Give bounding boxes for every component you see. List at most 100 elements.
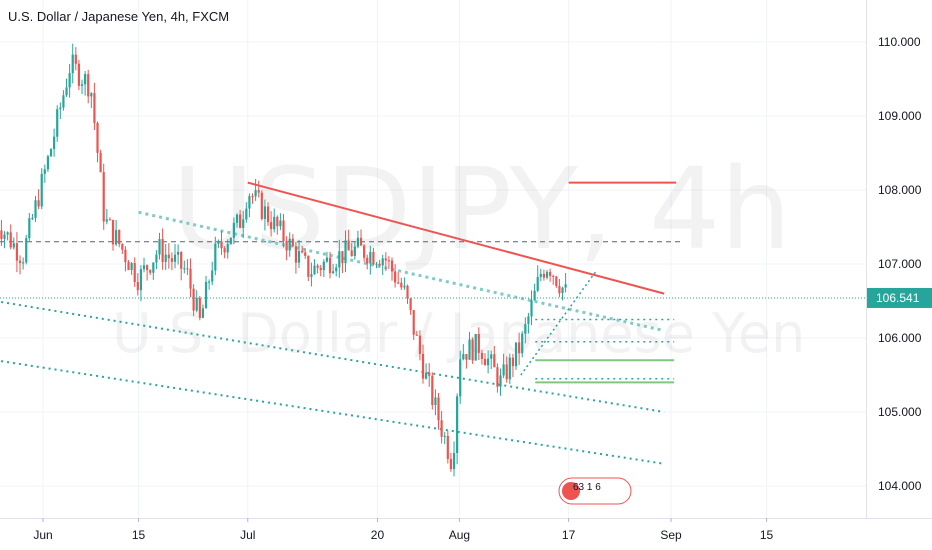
candle-body	[440, 420, 443, 437]
candle-body	[214, 243, 217, 271]
candle-body	[356, 237, 360, 247]
candle-body	[549, 271, 552, 276]
candle-body	[56, 109, 59, 137]
candle-body	[474, 333, 477, 361]
candle-body	[62, 95, 65, 108]
candle-body	[496, 367, 499, 387]
candle-body	[40, 173, 43, 207]
watermark-name: U.S. Dollar / Japanese Yen	[112, 302, 805, 365]
candle-body	[198, 298, 201, 318]
candle-body	[87, 74, 90, 97]
candle-body	[471, 339, 474, 361]
candle-body	[291, 238, 294, 247]
candle-body	[425, 372, 428, 379]
candle-body	[428, 372, 431, 376]
candle-body	[49, 149, 53, 157]
candle-body	[369, 251, 372, 264]
candle-body	[71, 54, 74, 74]
candle-body	[266, 206, 270, 223]
candle-body	[505, 364, 508, 380]
candle-body	[412, 310, 415, 335]
candle-body	[115, 230, 118, 245]
candle-body	[31, 217, 34, 219]
time-axis[interactable]: Jun 15 Jul 20 Aug 17 Sep 15	[0, 518, 932, 542]
candle-body	[254, 190, 257, 197]
candle-body	[400, 282, 403, 288]
candle-body	[530, 300, 533, 317]
candle-body	[310, 274, 313, 277]
time-tick-label: 20	[371, 528, 385, 542]
candle-body	[189, 268, 192, 289]
candle-body	[301, 251, 304, 253]
candle-body	[322, 261, 325, 271]
candle-body	[90, 93, 93, 97]
candle-body	[12, 243, 15, 248]
candle-body	[490, 354, 493, 359]
candle-body	[220, 241, 223, 249]
candle-body	[350, 250, 353, 257]
candle-body	[483, 358, 487, 366]
candle-body	[173, 254, 177, 262]
candle-body	[142, 265, 146, 270]
time-tick-label: 17	[562, 528, 576, 542]
candle-body	[217, 241, 220, 244]
candle-body	[273, 216, 276, 230]
candle-body	[223, 248, 226, 253]
candle-body	[446, 435, 449, 459]
events-badge[interactable]: 63 1 6	[558, 477, 632, 505]
candle-body	[493, 354, 496, 368]
candle-body	[68, 73, 71, 88]
time-tick-label: Sep	[660, 528, 682, 542]
drawing-annotations[interactable]	[0, 181, 682, 465]
candle-body	[338, 251, 341, 268]
candle-body	[363, 245, 366, 258]
candle-body	[297, 251, 301, 263]
candle-body	[518, 342, 521, 354]
candle-body	[527, 316, 530, 324]
candle-body	[394, 271, 397, 283]
candle-body	[211, 270, 214, 282]
candle-body	[186, 268, 189, 270]
candle-body	[521, 333, 524, 354]
candle-body	[375, 263, 378, 265]
candle-body	[381, 258, 384, 266]
candle-body	[239, 214, 242, 228]
candle-body	[434, 397, 437, 405]
candle-body	[524, 323, 527, 334]
candle-body	[235, 214, 239, 223]
event-flag-icon[interactable]	[562, 482, 580, 500]
price-axis[interactable]: 110.000 109.000 108.000 107.000 106.000 105.0…	[866, 0, 922, 518]
price-tick-label: 108.000	[878, 183, 922, 197]
candle-body	[208, 281, 211, 283]
watermark-symbol: USDJPY, 4h	[172, 145, 791, 275]
candle-body	[409, 298, 412, 311]
candle-body	[170, 258, 174, 262]
price-tick-label: 107.000	[878, 257, 922, 271]
price-tick-label: 110.000	[878, 35, 921, 49]
candle-body	[65, 87, 68, 96]
candle-body	[514, 342, 518, 367]
badge-label: 63 1 6	[573, 482, 601, 493]
candle-body	[285, 240, 288, 251]
candle-body	[555, 276, 558, 286]
chart-title: U.S. Dollar / Japanese Yen, 4h, FXCM	[8, 9, 230, 24]
candle-body	[232, 222, 236, 238]
candle-body	[139, 269, 143, 291]
candle-body	[443, 435, 446, 437]
candle-body	[335, 267, 338, 272]
candle-body	[480, 352, 484, 359]
lower-channel-line	[0, 300, 665, 413]
candle-body	[118, 230, 121, 244]
candle-body	[155, 254, 158, 263]
price-tick-label: 105.000	[878, 405, 922, 419]
candle-body	[0, 230, 3, 239]
candle-body	[325, 257, 329, 262]
candle-body	[201, 308, 205, 318]
descending-support-line	[138, 210, 665, 333]
candle-body	[93, 93, 96, 123]
candle-body	[167, 254, 170, 259]
candle-body	[456, 396, 459, 454]
candle-body	[192, 288, 195, 311]
candle-body	[477, 333, 480, 353]
